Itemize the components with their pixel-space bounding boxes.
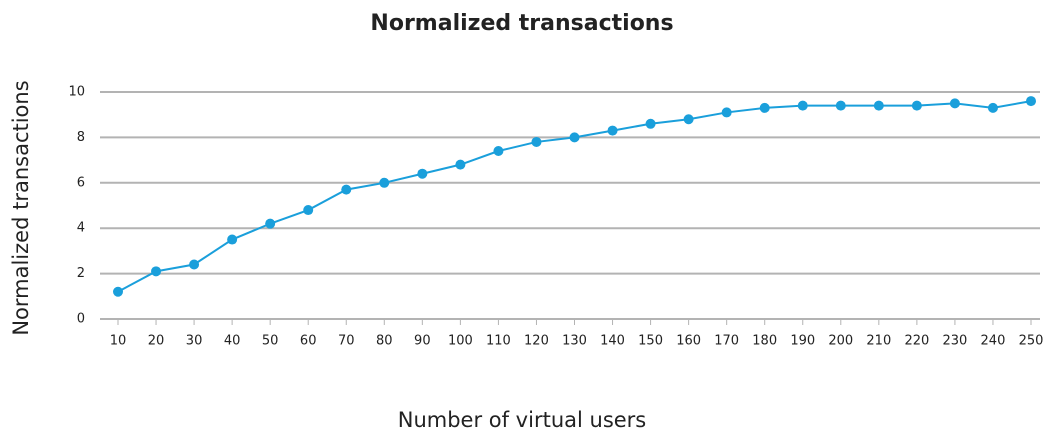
data-point: [303, 205, 314, 216]
data-point: [151, 266, 162, 277]
x-tick-label: 90: [414, 334, 431, 349]
x-tick-label: 130: [562, 334, 587, 349]
data-point: [455, 159, 466, 170]
data-point: [493, 146, 504, 157]
data-point: [265, 218, 276, 229]
x-tick-label: 210: [866, 334, 891, 349]
x-tick-label: 100: [448, 334, 473, 349]
y-tick-label: 2: [77, 266, 85, 281]
data-point: [569, 132, 580, 143]
data-point: [531, 136, 542, 147]
x-tick-label: 250: [1019, 334, 1044, 349]
x-tick-label: 180: [752, 334, 777, 349]
data-point: [797, 100, 808, 111]
x-tick-label: 190: [790, 334, 815, 349]
data-point: [227, 234, 238, 245]
x-tick-label: 240: [981, 334, 1006, 349]
x-tick-label: 220: [904, 334, 929, 349]
x-tick-label: 160: [676, 334, 701, 349]
x-tick-label: 170: [714, 334, 739, 349]
data-point: [341, 184, 352, 195]
chart-title: Normalized transactions: [370, 11, 673, 36]
x-tick-label: 70: [338, 334, 355, 349]
data-point: [835, 100, 846, 111]
data-point: [683, 114, 694, 125]
x-tick-label: 50: [262, 334, 279, 349]
data-point: [417, 168, 428, 179]
y-axis-label: Normalized transactions: [9, 80, 33, 335]
data-point: [759, 102, 770, 113]
y-tick-label: 6: [77, 175, 85, 190]
data-point: [379, 177, 390, 188]
x-tick-label: 120: [524, 334, 549, 349]
x-tick-label: 60: [300, 334, 317, 349]
data-point: [987, 102, 998, 113]
x-tick-label: 10: [110, 334, 127, 349]
y-tick-label: 8: [77, 130, 85, 145]
x-tick-label: 30: [186, 334, 203, 349]
x-tick-label: 80: [376, 334, 393, 349]
y-tick-label: 10: [68, 85, 85, 100]
x-tick-label: 230: [943, 334, 968, 349]
data-point: [645, 118, 656, 129]
data-point: [1026, 96, 1036, 107]
data-point: [911, 100, 922, 111]
x-axis-label: Number of virtual users: [398, 408, 647, 432]
data-point: [113, 286, 123, 297]
data-point: [607, 125, 618, 136]
x-tick-label: 20: [148, 334, 165, 349]
data-line: [117, 100, 1032, 293]
data-point: [721, 107, 732, 118]
x-tick-label: 200: [828, 334, 853, 349]
data-point: [189, 259, 200, 270]
x-tick-label: 40: [224, 334, 241, 349]
y-tick-label: 4: [77, 221, 85, 236]
data-point: [949, 98, 960, 109]
x-tick-label: 140: [600, 334, 625, 349]
y-tick-label: 0: [77, 312, 85, 327]
x-tick-label: 150: [638, 334, 663, 349]
x-tick-label: 110: [486, 334, 511, 349]
data-point: [873, 100, 884, 111]
